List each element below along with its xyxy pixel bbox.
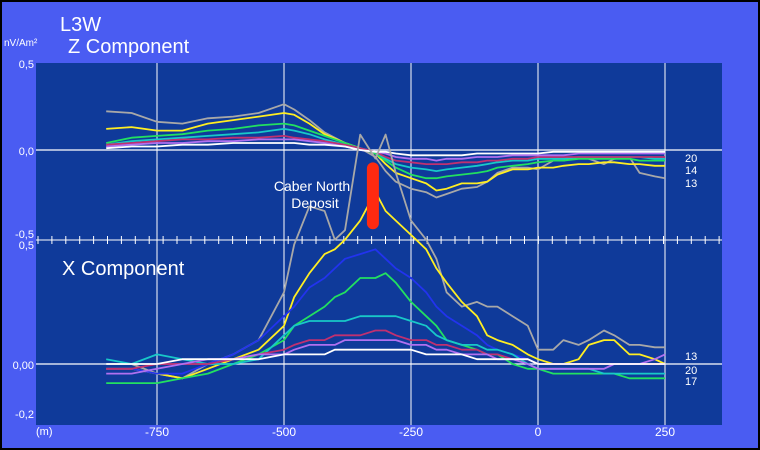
series-line (106, 142, 665, 157)
series-line (106, 133, 665, 380)
series-line (106, 122, 665, 180)
deposit-label-line1: Caber North (274, 178, 350, 194)
series-end-label: 20 (685, 153, 697, 165)
deposit-label-line2: Deposit (291, 195, 339, 211)
series-end-label: 17 (685, 376, 697, 388)
x-tick-label: -500 (272, 425, 296, 439)
series-end-label: 13 (685, 178, 697, 190)
y-tick-label: 0,00 (13, 360, 34, 372)
x-component-title: X Component (62, 258, 185, 280)
caber-north-deposit-marker (366, 162, 379, 230)
x-tick-label: 250 (655, 425, 675, 439)
labels: 0,50,0-0,50,50,00-0,2-750 -500 -250 0 250201… (13, 59, 698, 439)
series-line (106, 190, 666, 380)
z-component-title: Z Component (68, 36, 190, 58)
series-line (106, 134, 665, 166)
series-line (106, 348, 665, 365)
series-end-label: 13 (685, 351, 697, 363)
series-line (106, 272, 665, 385)
x-component-series (106, 133, 666, 385)
series-line (106, 138, 665, 162)
y-tick-label: 0,5 (19, 59, 34, 71)
x-unit-label: (m) (36, 426, 53, 438)
x-tick-label: -250 (399, 425, 423, 439)
series-line (106, 339, 666, 375)
z-component-series (106, 103, 666, 199)
x-tick-label: 0 (535, 425, 542, 439)
y-tick-label: 0,0 (19, 146, 34, 158)
chart-title: L3W (60, 14, 101, 36)
y-tick-label: 0,5 (19, 240, 34, 252)
series-end-label: 20 (685, 365, 697, 377)
x-tick-label: -750 (145, 425, 169, 439)
series-end-label: 14 (685, 165, 697, 177)
y-tick-label: -0,5 (15, 229, 34, 241)
y-unit-label: nV/Am² (4, 38, 38, 49)
y-tick-label: -0,2 (15, 409, 34, 421)
series-line (106, 112, 665, 192)
